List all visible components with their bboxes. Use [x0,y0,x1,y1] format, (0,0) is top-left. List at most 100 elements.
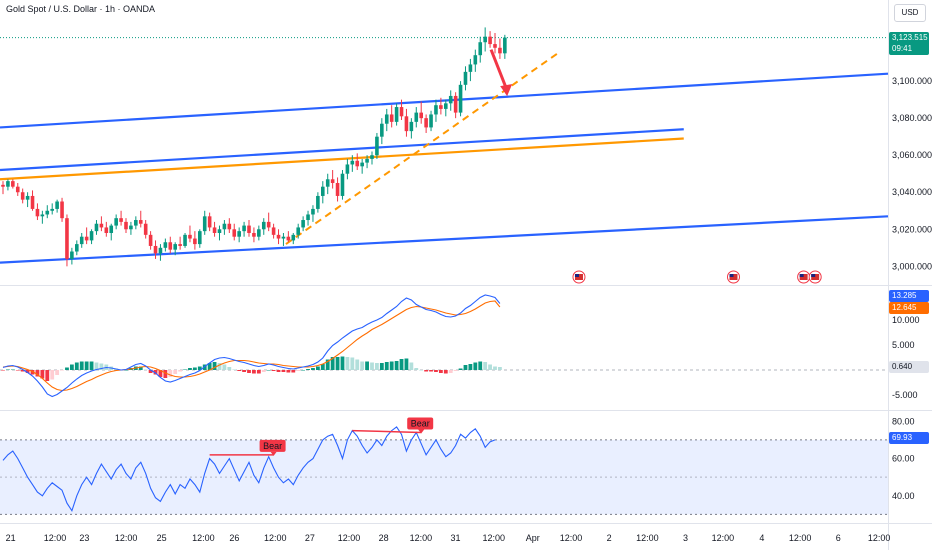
macd-histogram-bar [296,370,301,371]
candle-body [30,195,35,209]
time-axis-tick: 23 [79,533,89,543]
macd-histogram-bar [473,362,478,370]
time-axis-tick: 12:00 [192,533,215,543]
candle-body [360,162,364,167]
currency-button[interactable]: USD [894,4,926,22]
time-axis-tick: 12:00 [44,533,67,543]
macd-histogram-bar [463,365,468,370]
candle-body [11,181,15,187]
bar-countdown-label: 09:41 [889,43,929,55]
price-axis-tick: 3,100.000 [892,76,932,86]
candle-body [453,95,458,113]
candle-body [202,216,207,232]
macd-histogram-bar [399,359,404,370]
candle-body [316,195,320,209]
macd-histogram-bar [350,357,355,370]
macd-histogram-bar [301,370,306,371]
candle-body [168,242,173,250]
macd-histogram-bar [488,364,492,370]
macd-histogram-bar [55,370,60,375]
macd-histogram-bar [138,366,143,370]
time-axis-tick: 12:00 [868,533,891,543]
macd-histogram-bar [256,370,261,374]
macd-histogram-bar [330,357,335,370]
macd-histogram-bar [453,370,458,371]
candle-body [20,192,25,200]
candle-body [198,231,202,245]
time-axis-tick: 12:00 [338,533,361,543]
macd-histogram-bar [25,370,30,373]
candle-body [158,247,163,254]
time-axis-tick: 6 [836,533,841,543]
macd-histogram-bar [365,361,369,370]
candle-body [311,208,315,215]
candle-body [448,95,453,104]
rsi-value-label: 69.93 [889,432,929,444]
macd-histogram-bar [345,357,350,370]
macd-histogram-bar [320,364,325,370]
candle-body [296,227,300,235]
candle-body [207,216,212,228]
candle-body [399,107,404,117]
macd-histogram-bar [207,363,212,370]
candle-body [281,236,286,239]
macd-axis-tick: 10.000 [892,315,920,325]
macd-histogram-bar [50,370,55,380]
macd-histogram-bar [124,370,128,371]
candle-body [188,234,192,239]
candle-body [35,208,40,217]
macd-histogram-bar [10,369,15,370]
time-axis-tick: 12:00 [712,533,735,543]
macd-histogram-bar [1,370,5,371]
time-axis-tick: 31 [451,533,461,543]
macd-histogram-bar [158,370,163,377]
macd-histogram-bar [443,370,448,374]
candle-body [217,229,222,233]
candle-body [153,245,158,254]
macd-histogram-bar [148,370,153,373]
candle-body [325,179,330,187]
candle-body [138,220,143,224]
blue-channel-line [0,128,684,172]
macd-histogram-bar [478,361,483,370]
time-axis-tick: 25 [157,533,167,543]
candle-body [444,103,448,109]
signal-value-label: 12.645 [889,302,929,314]
time-axis-tick: 12:00 [264,533,287,543]
macd-histogram-bar [168,370,173,377]
macd-histogram-bar [60,370,64,371]
candle-body [143,223,148,235]
candle-body [237,231,241,237]
candle-body [148,234,153,246]
candle-body [380,123,384,137]
macd-histogram-bar [394,361,399,370]
macd-histogram-bar [291,370,296,373]
candle-body [429,114,433,128]
candle-body [370,155,374,159]
candle-body [242,225,246,232]
macd-histogram-bar [232,369,237,370]
candle-body [50,208,54,211]
candle-body [79,236,84,245]
candle-body [394,107,399,122]
candle-body [389,114,394,122]
candle-body [114,218,118,226]
macd-histogram-bar [40,370,45,379]
macd-histogram-bar [188,368,192,370]
candle-body [183,234,187,246]
blue-channel-line [0,215,889,264]
macd-value-label: 13.285 [889,290,929,302]
macd-histogram-bar [438,370,443,373]
candle-body [257,229,261,237]
macd-histogram-bar [414,368,419,370]
macd-histogram-bar [197,366,202,370]
macd-histogram-bar [74,362,79,370]
candle-body [503,37,507,54]
us-flag-event-icon [811,274,816,277]
macd-histogram-bar [178,370,183,372]
macd-histogram-bar [212,362,217,370]
candle-body [45,210,50,215]
macd-histogram-bar [306,369,310,370]
candle-body [384,114,389,124]
